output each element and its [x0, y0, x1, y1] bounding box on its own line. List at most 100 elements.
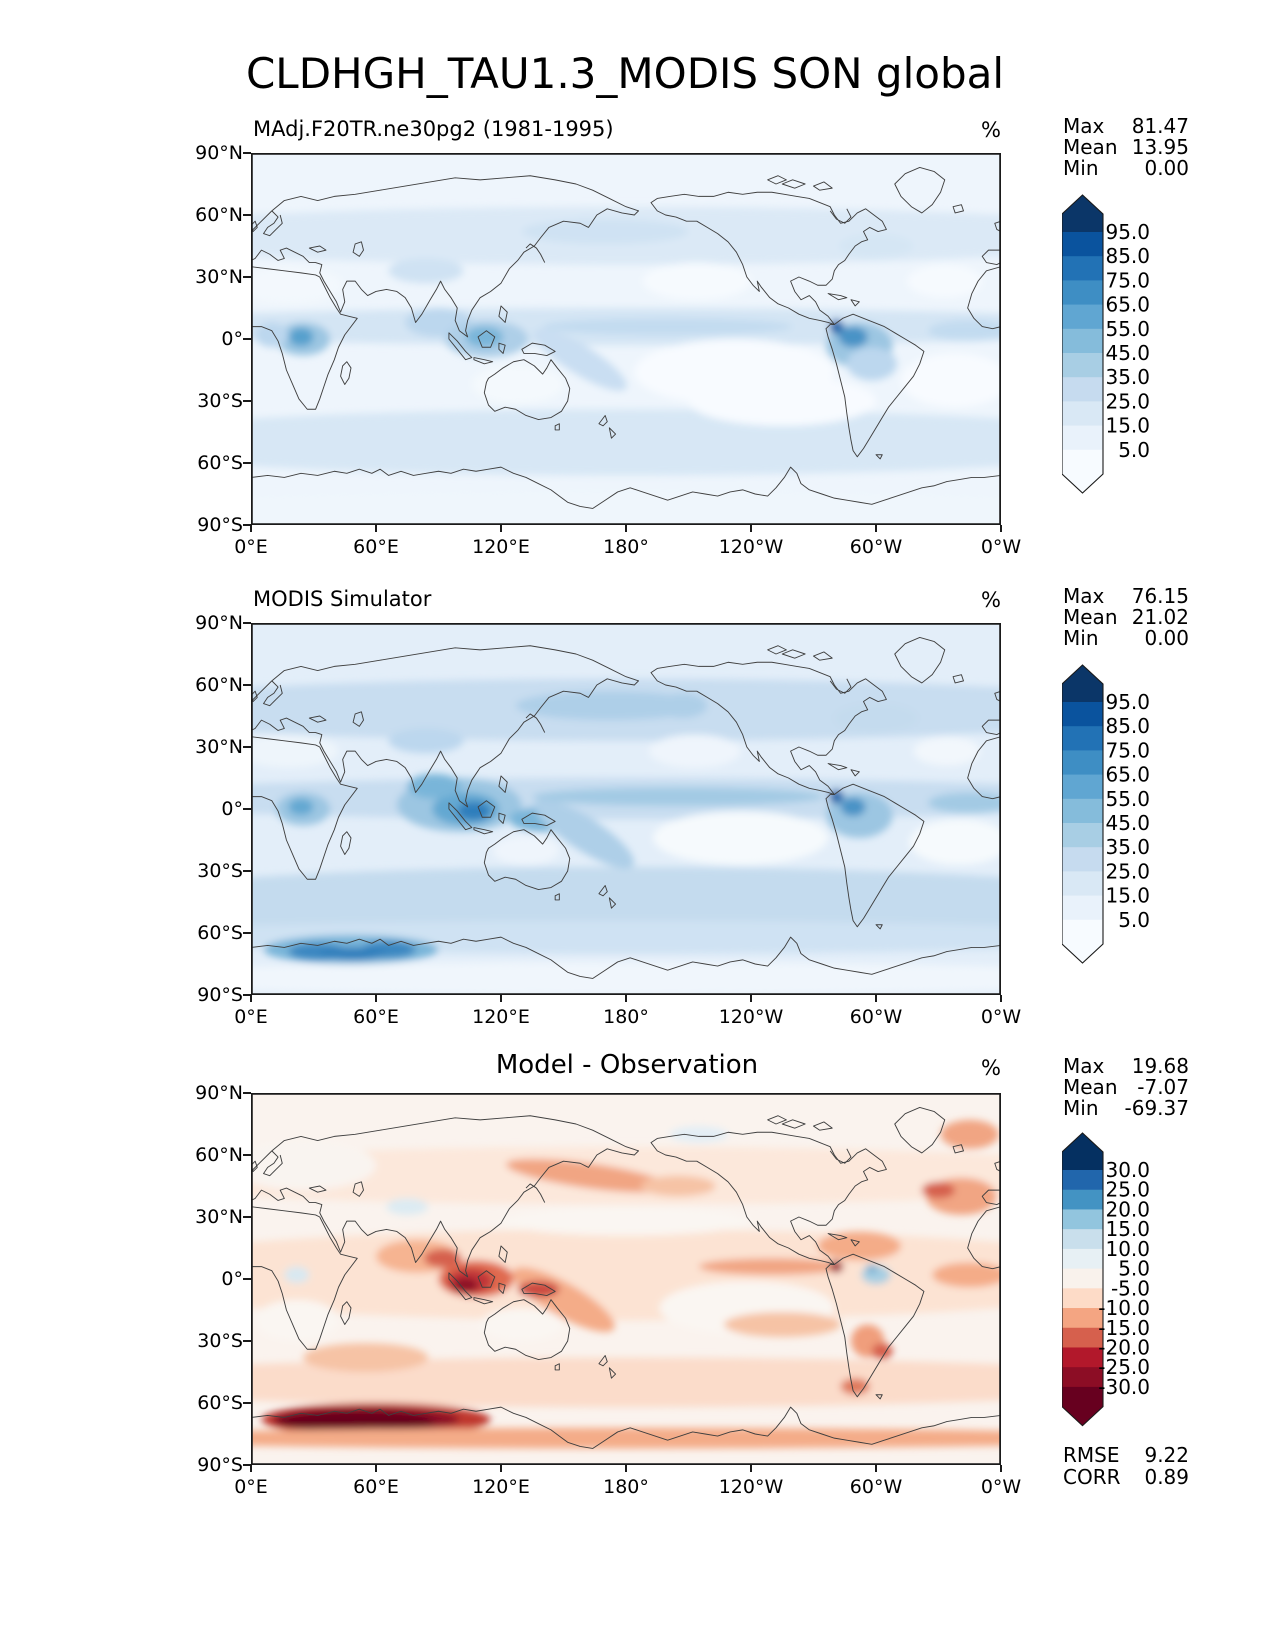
x-tick-label: 180° — [603, 1006, 649, 1028]
stat-value: 9.22 — [1144, 1443, 1189, 1467]
y-tick-label: 60°N — [195, 204, 243, 226]
stat-label: CORR — [1063, 1465, 1121, 1489]
x-tick-label: 60°W — [849, 536, 903, 558]
x-axis-tick — [1000, 995, 1002, 1002]
x-tick-label: 60°E — [353, 536, 399, 558]
colorbar-tick-label: 85.0 — [1105, 244, 1150, 268]
colorbar-segment — [1062, 871, 1103, 897]
x-axis-tick — [1000, 1465, 1002, 1472]
x-tick-label: 60°E — [353, 1476, 399, 1498]
colorbar-tick-label: -30.0 — [1098, 1375, 1150, 1399]
contour-field — [251, 1119, 1001, 1449]
stat-row: RMSE 9.22 — [1063, 1444, 1189, 1466]
y-axis-tick — [243, 622, 251, 624]
colorbar-tick-label: 35.0 — [1105, 365, 1150, 389]
colorbar-segment — [1062, 823, 1103, 848]
stat-value: 21.02 — [1131, 605, 1189, 629]
colorbar-segment — [1062, 256, 1103, 281]
x-axis-tick — [500, 995, 502, 1002]
colorbar-over-arrow — [1062, 1133, 1103, 1170]
stat-row: Max 76.15 — [1063, 586, 1189, 607]
y-axis-tick — [243, 1092, 251, 1094]
stat-value: 0.00 — [1144, 626, 1189, 650]
stat-row: Min 0.00 — [1063, 628, 1189, 649]
coastlines — [251, 637, 1001, 979]
y-axis-tick — [243, 276, 251, 278]
colorbar-tick-label: 15.0 — [1105, 884, 1150, 908]
x-tick-label: 0°E — [234, 1476, 268, 1498]
y-tick-label: 90°N — [195, 1082, 243, 1104]
stat-row: Min 0.00 — [1063, 158, 1189, 179]
colorbar-tick-label: 45.0 — [1105, 341, 1150, 365]
stat-label: Min — [1063, 626, 1099, 650]
x-axis-tick — [625, 1465, 627, 1472]
y-axis-tick — [243, 1402, 251, 1404]
colorbar-tick-label: 45.0 — [1105, 811, 1150, 835]
map-observation — [250, 622, 1002, 996]
y-axis-tick — [243, 1216, 251, 1218]
y-tick-label: 30°N — [195, 266, 243, 288]
stat-label: Max — [1063, 1054, 1105, 1078]
x-tick-label: 60°E — [353, 1006, 399, 1028]
panel-stats: Max 76.15 Mean 21.02 Min 0.00 — [1063, 586, 1189, 649]
x-tick-label: 120°E — [472, 1476, 530, 1498]
colorbar-segment — [1062, 328, 1103, 354]
stat-label: Min — [1063, 1096, 1099, 1120]
colorbar-segment — [1062, 1170, 1103, 1191]
y-axis-tick — [243, 1278, 251, 1280]
figure-title: CLDHGH_TAU1.3_MODIS SON global — [245, 49, 1005, 98]
colorbar-segment — [1062, 1229, 1103, 1250]
colorbar-tick-label: 5.0 — [1118, 908, 1150, 932]
y-axis-tick — [243, 870, 251, 872]
y-tick-label: 90°N — [195, 612, 243, 634]
y-axis-tick — [243, 1154, 251, 1156]
y-tick-label: 90°N — [195, 142, 243, 164]
colorbar-segment — [1062, 895, 1103, 921]
x-tick-label: 120°W — [718, 536, 784, 558]
x-axis-tick — [750, 525, 752, 532]
x-tick-label: 0°E — [234, 536, 268, 558]
x-tick-label: 180° — [603, 1476, 649, 1498]
colorbar-tick-label: 10.0 — [1105, 1237, 1150, 1261]
contour-field — [251, 206, 1001, 525]
y-axis-tick — [243, 214, 251, 216]
colorbar-segment — [1062, 377, 1103, 402]
panel-stats: Max 19.68 Mean -7.07 Min -69.37 — [1063, 1056, 1189, 1119]
stat-label: Mean — [1063, 1075, 1118, 1099]
colorbar-tick-label: 65.0 — [1105, 763, 1150, 787]
colorbar-segment — [1062, 702, 1103, 727]
colorbar-tick-label: 65.0 — [1105, 293, 1150, 317]
colorbar-segment — [1062, 750, 1103, 776]
stat-row: CORR 0.89 — [1063, 1466, 1189, 1488]
x-axis-tick — [250, 1465, 252, 1472]
x-tick-label: 60°W — [849, 1476, 903, 1498]
colorbar-tick-label: 25.0 — [1105, 859, 1150, 883]
colorbar-tick-label: 25.0 — [1105, 1178, 1150, 1202]
stat-label: Min — [1063, 156, 1099, 180]
x-tick-label: 180° — [603, 536, 649, 558]
y-tick-label: 60°N — [195, 1144, 243, 1166]
colorbar-segment — [1062, 726, 1103, 751]
colorbar-segment — [1062, 1308, 1103, 1329]
colorbar-tick-label: -5.0 — [1111, 1276, 1150, 1300]
colorbar-segment — [1062, 425, 1103, 451]
colorbar-tick-label: 55.0 — [1105, 787, 1150, 811]
stat-label: Mean — [1063, 605, 1118, 629]
colorbar-segment — [1062, 304, 1103, 330]
y-axis-tick — [243, 932, 251, 934]
x-axis-tick — [250, 525, 252, 532]
stat-value: 19.68 — [1131, 1054, 1189, 1078]
x-tick-label: 120°W — [718, 1476, 784, 1498]
stat-row: Max 81.47 — [1063, 116, 1189, 137]
colorbar-segment — [1062, 798, 1103, 824]
y-tick-label: 0° — [221, 798, 243, 820]
colorbar-segment — [1062, 1268, 1103, 1289]
panel-title: MAdj.F20TR.ne30pg2 (1981-1995) — [253, 117, 614, 141]
panel-unit: % — [981, 118, 1001, 142]
x-tick-label: 120°E — [472, 1006, 530, 1028]
contour-field — [251, 678, 1001, 995]
y-axis-tick — [243, 746, 251, 748]
colorbar-segment — [1062, 280, 1103, 306]
x-axis-tick — [375, 1465, 377, 1472]
